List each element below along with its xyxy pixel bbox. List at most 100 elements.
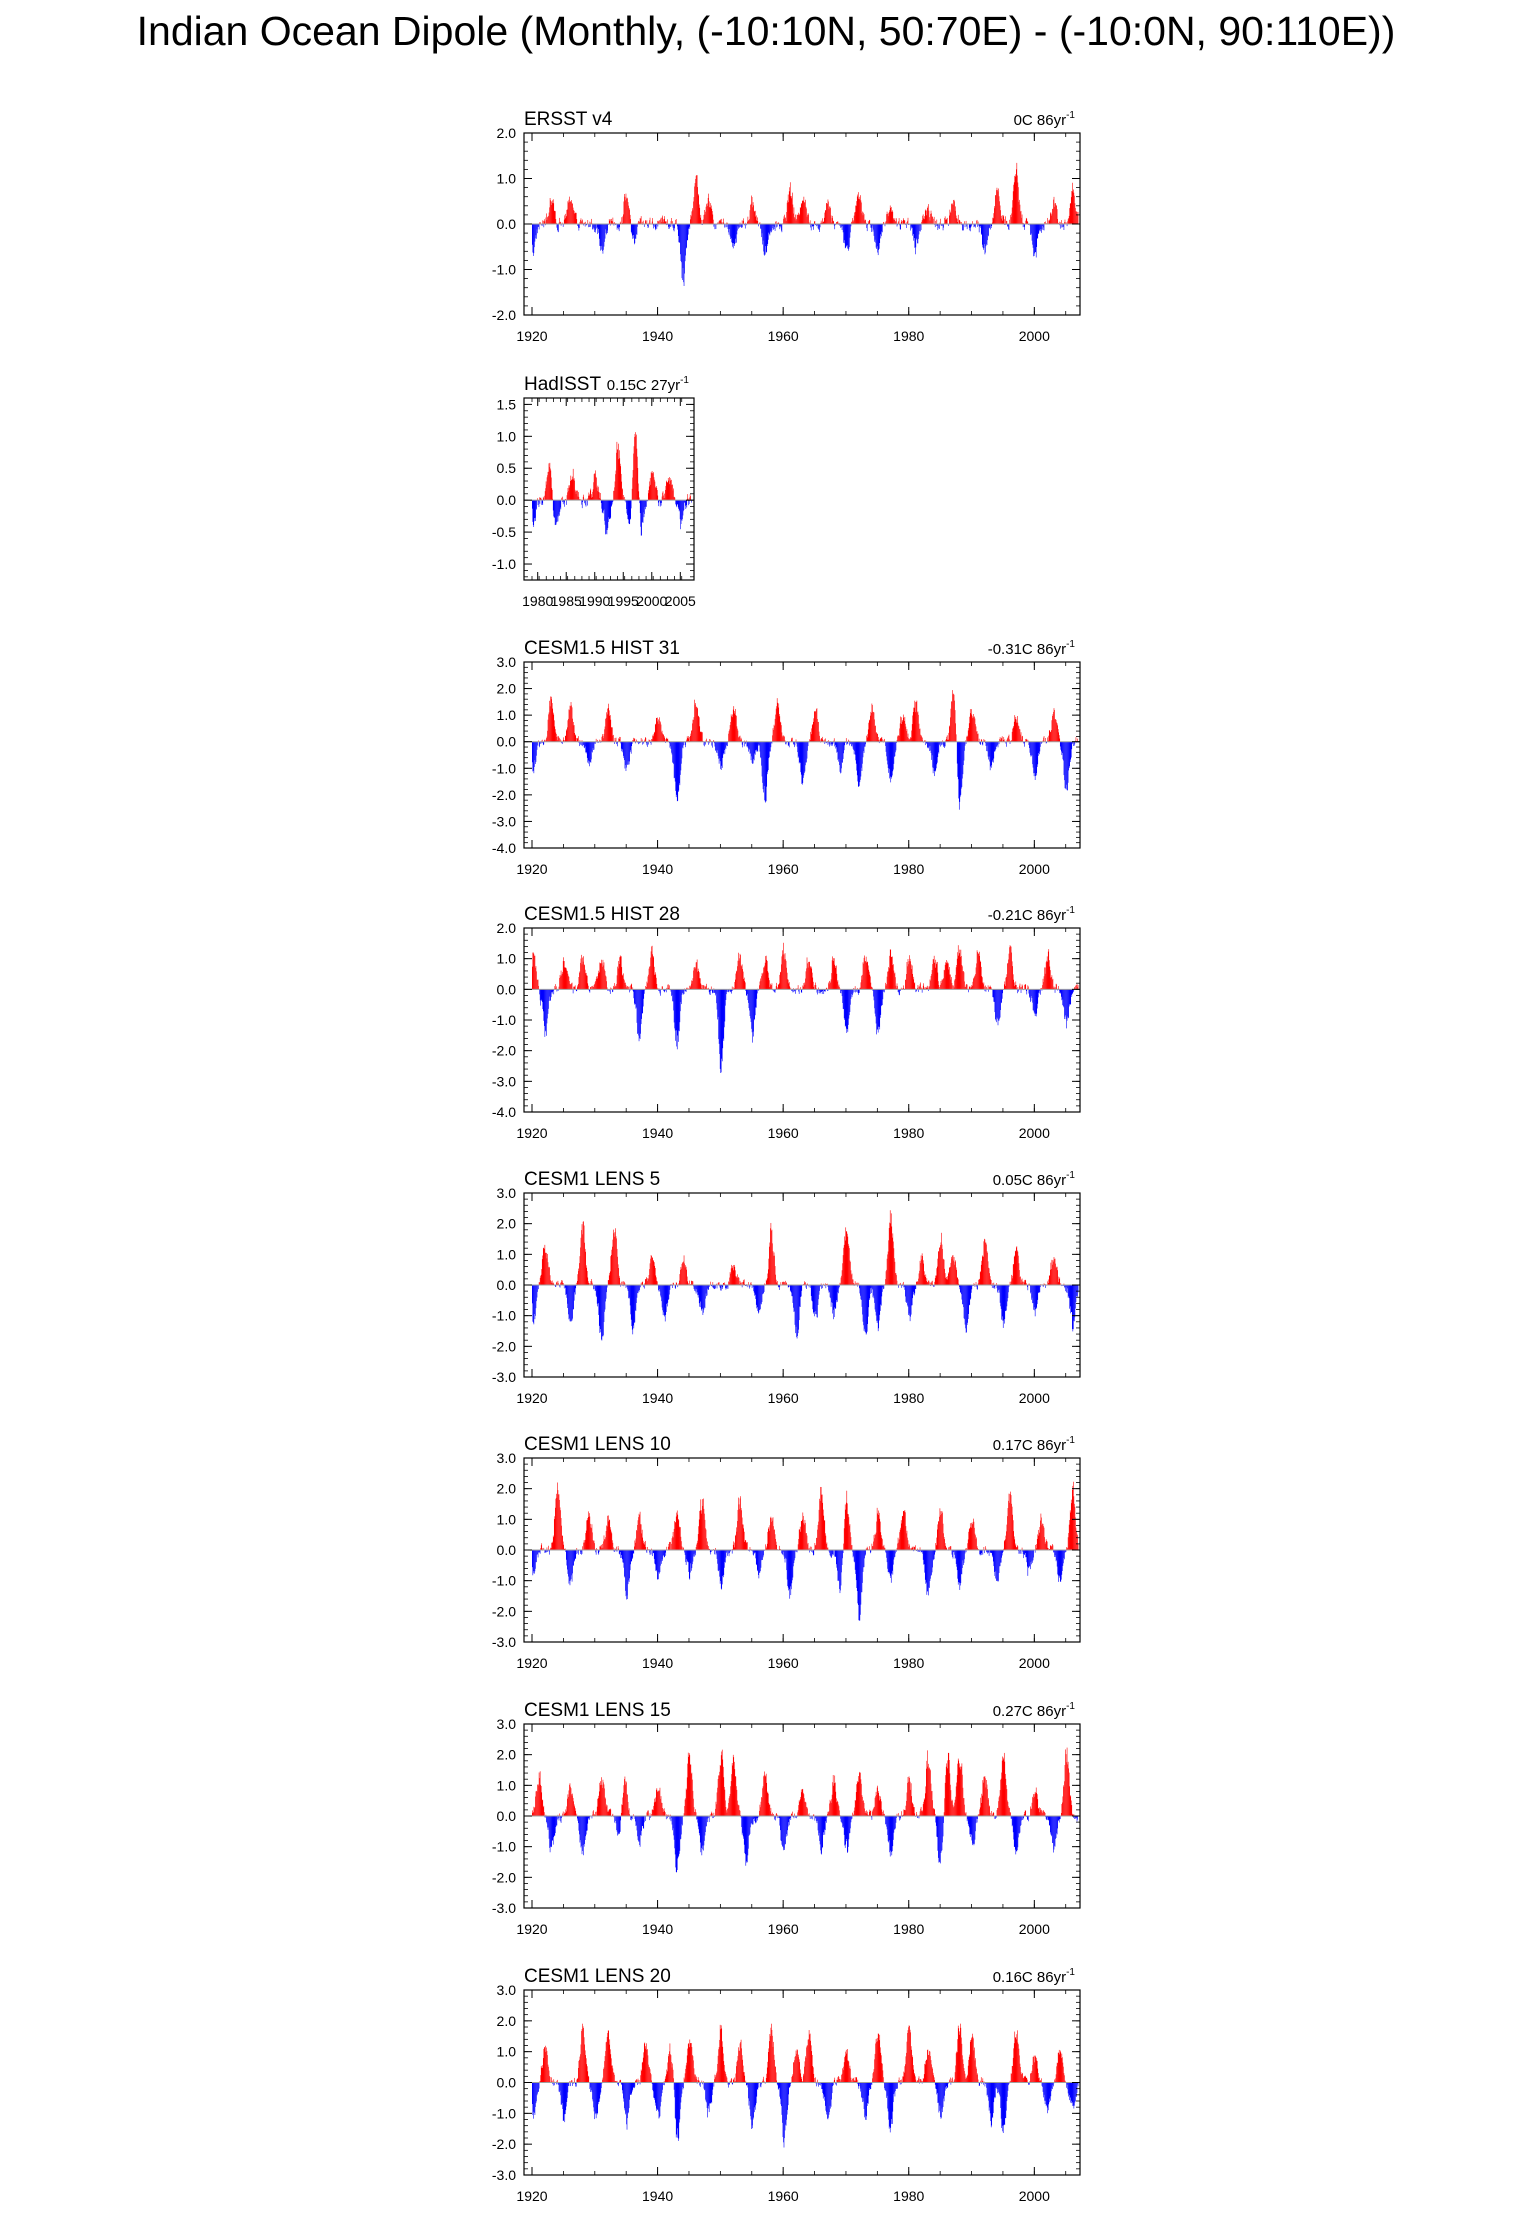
bar (603, 1535, 605, 1550)
x-tick-label: 1920 (516, 1390, 547, 1406)
bar (1020, 987, 1021, 990)
bar (750, 1283, 751, 1285)
bar (896, 741, 897, 744)
bar (679, 500, 680, 510)
bar (1002, 989, 1004, 994)
bar (687, 736, 689, 742)
bar (887, 216, 889, 224)
bar (557, 989, 558, 991)
bar (829, 981, 831, 990)
bar (746, 989, 747, 996)
bar (570, 480, 572, 501)
bar (679, 989, 681, 1023)
bar (629, 741, 631, 753)
bar (538, 224, 539, 227)
bar (534, 500, 535, 519)
bar (653, 1262, 655, 1285)
bar (670, 989, 672, 992)
bar (894, 972, 896, 990)
bar (879, 1285, 881, 1311)
bar (923, 740, 925, 742)
bar (763, 1285, 765, 1292)
bar (600, 963, 601, 990)
bar (1030, 1285, 1032, 1293)
bar (535, 967, 536, 990)
bar (1052, 1260, 1054, 1285)
bar (532, 741, 534, 772)
bar (936, 741, 938, 765)
bar (951, 1258, 953, 1285)
bar (533, 500, 535, 522)
bar (1034, 224, 1036, 253)
bar (733, 711, 735, 742)
bar (574, 213, 576, 224)
bar (570, 1285, 571, 1322)
bar (696, 959, 698, 990)
bar (841, 1270, 843, 1285)
bar (768, 977, 770, 990)
bar (602, 224, 604, 254)
bar (714, 224, 716, 230)
bar (670, 741, 671, 747)
bar (670, 221, 672, 224)
bar (669, 224, 671, 227)
bar (739, 736, 740, 742)
bar (1072, 989, 1073, 995)
bar (778, 703, 780, 742)
bar (648, 222, 650, 224)
bar (708, 741, 709, 745)
bar (821, 1285, 822, 1289)
bar (996, 989, 997, 1023)
bar (817, 989, 819, 991)
bar (628, 500, 629, 520)
bar (758, 1285, 759, 1314)
bar (952, 985, 953, 990)
x-tick-label: 1940 (642, 1390, 673, 1406)
bar (849, 989, 851, 1013)
bar (832, 1285, 833, 1314)
bar (608, 219, 610, 224)
bar (543, 224, 545, 228)
bar (555, 1498, 557, 1550)
bar (658, 220, 660, 224)
bar (884, 989, 885, 993)
bar (584, 969, 586, 990)
bar (1025, 217, 1027, 224)
bar (841, 741, 842, 769)
bar (1059, 738, 1061, 742)
bar (626, 500, 628, 514)
bar (799, 1285, 800, 1307)
bar (1068, 989, 1069, 1018)
bar (616, 1238, 617, 1285)
bar (979, 741, 980, 744)
bar (549, 989, 550, 997)
bar (617, 224, 619, 228)
bar (646, 741, 648, 746)
bar (1039, 741, 1041, 752)
bar (932, 959, 934, 990)
bar (772, 735, 773, 742)
bar (726, 989, 728, 992)
bar (538, 741, 540, 746)
bar (933, 741, 934, 768)
bar (699, 731, 701, 742)
bar (631, 983, 633, 990)
bar (583, 224, 584, 226)
bar (624, 980, 625, 990)
bar (768, 1527, 770, 1550)
bar (765, 224, 766, 247)
bar (971, 1285, 972, 1293)
bar (896, 218, 897, 224)
bar (759, 222, 761, 224)
bar (853, 741, 854, 750)
bar (702, 1505, 704, 1550)
bar (961, 965, 963, 990)
bar (656, 977, 657, 990)
bar (793, 1285, 794, 1308)
bar (569, 201, 571, 224)
bar (633, 446, 635, 501)
bar (1009, 739, 1010, 742)
bar (770, 985, 772, 990)
bar (910, 737, 911, 742)
bar (866, 224, 868, 232)
